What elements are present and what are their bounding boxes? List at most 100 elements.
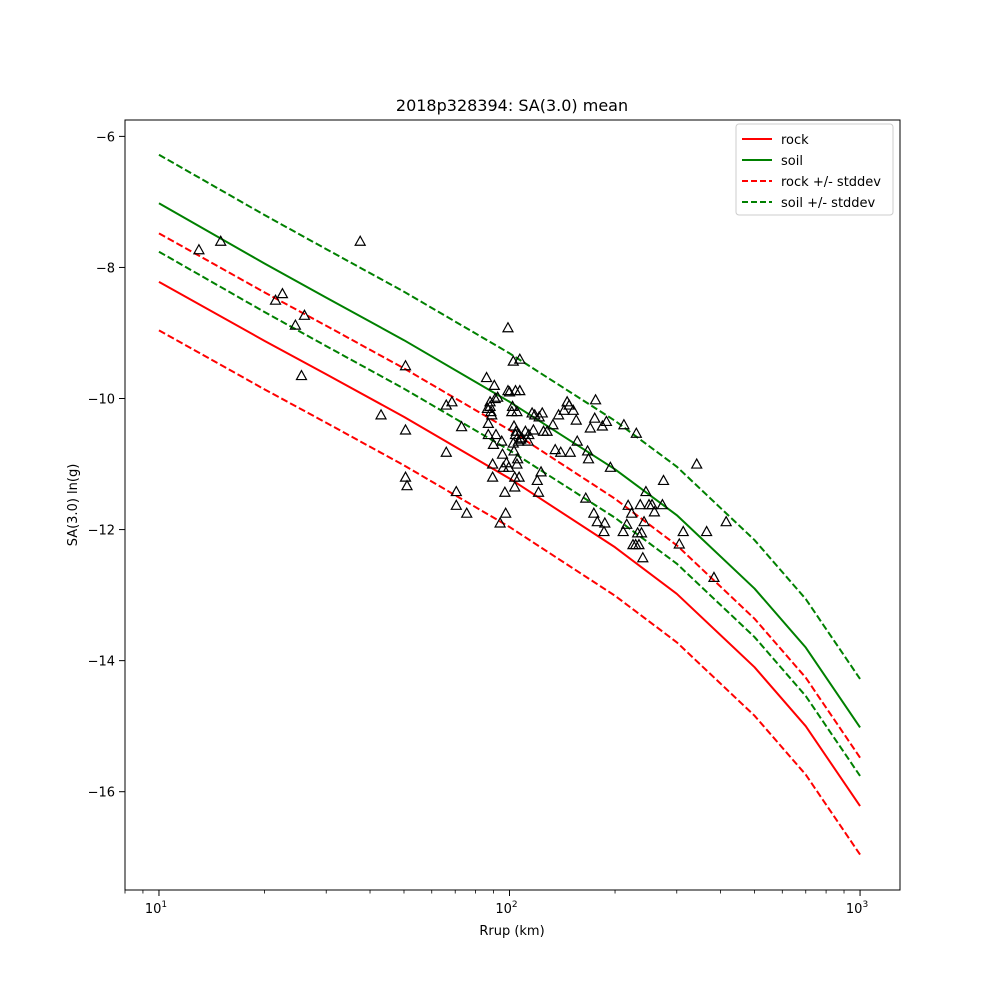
observation-marker bbox=[546, 418, 559, 430]
legend-box bbox=[735, 123, 894, 216]
observation-marker bbox=[617, 525, 630, 537]
observation-marker bbox=[491, 390, 504, 402]
observation-marker bbox=[450, 499, 463, 510]
observation-marker bbox=[480, 371, 493, 383]
observation-marker bbox=[690, 457, 703, 469]
y-tick-label: −8 bbox=[96, 261, 115, 276]
observation-marker bbox=[600, 415, 613, 427]
observation-marker bbox=[488, 379, 501, 390]
observation-marker bbox=[512, 434, 525, 446]
legend-label-soil-stddev: soil +/- stddev bbox=[781, 196, 876, 211]
observation-marker bbox=[289, 318, 302, 330]
y-axis-label: SA(3.0) ln(g) bbox=[66, 464, 81, 547]
observation-marker bbox=[276, 287, 289, 299]
x-tick-label-base: 10 bbox=[846, 902, 863, 917]
observation-marker bbox=[502, 461, 515, 472]
observation-marker bbox=[455, 420, 468, 432]
observation-marker bbox=[554, 446, 567, 457]
observation-marker bbox=[677, 525, 690, 537]
observation-marker bbox=[513, 384, 526, 396]
observation-marker bbox=[482, 417, 495, 429]
observation-marker bbox=[489, 392, 502, 404]
observation-marker bbox=[399, 470, 412, 482]
observation-marker bbox=[535, 465, 548, 477]
observation-marker bbox=[591, 515, 604, 527]
series-line-0 bbox=[158, 280, 861, 807]
observation-marker bbox=[563, 398, 576, 410]
observation-marker bbox=[579, 491, 592, 503]
observation-points bbox=[192, 234, 733, 583]
observation-marker bbox=[489, 428, 503, 440]
observation-marker bbox=[630, 427, 643, 438]
observation-marker bbox=[582, 452, 595, 464]
observation-marker bbox=[522, 434, 535, 446]
observation-marker bbox=[460, 506, 473, 518]
observation-marker bbox=[494, 516, 507, 528]
observation-marker bbox=[298, 309, 311, 320]
observation-marker bbox=[486, 457, 499, 469]
x-tick-label: 101 bbox=[145, 900, 167, 917]
observation-marker bbox=[440, 398, 453, 410]
observation-marker bbox=[506, 400, 519, 411]
observation-marker bbox=[634, 498, 647, 510]
axes: 101 102 103 −16−14−12−10−8−6 bbox=[88, 130, 869, 917]
observation-marker bbox=[440, 446, 453, 457]
series-line-4 bbox=[158, 153, 861, 680]
observation-marker bbox=[496, 447, 509, 459]
observation-marker bbox=[513, 470, 526, 482]
y-tick-label: −16 bbox=[88, 786, 115, 801]
observation-marker bbox=[571, 434, 584, 446]
observation-marker bbox=[510, 405, 523, 417]
observation-marker bbox=[622, 499, 635, 510]
observation-marker bbox=[501, 321, 514, 333]
observation-marker bbox=[486, 470, 499, 482]
observation-marker bbox=[620, 518, 633, 529]
observation-marker bbox=[484, 405, 497, 417]
plot-frame bbox=[124, 119, 901, 891]
observation-marker bbox=[531, 474, 544, 486]
observation-marker bbox=[636, 551, 649, 563]
x-tick-label-base: 10 bbox=[145, 902, 162, 917]
observation-marker bbox=[501, 384, 514, 396]
observation-marker bbox=[510, 457, 523, 469]
y-tick-label: −6 bbox=[96, 130, 115, 145]
observation-marker bbox=[536, 406, 549, 418]
observation-marker bbox=[589, 393, 602, 405]
y-axis-ticks: −16 −14 −12 −10 −8 −6 bbox=[88, 130, 125, 801]
observation-marker bbox=[508, 480, 521, 492]
legend: rock soil rock +/- stddev soil +/- stdde… bbox=[735, 123, 894, 216]
observation-marker bbox=[656, 498, 669, 510]
observation-marker bbox=[639, 485, 652, 497]
observation-marker bbox=[485, 408, 498, 420]
observation-marker bbox=[513, 352, 526, 364]
observation-marker bbox=[720, 515, 733, 527]
observation-marker bbox=[532, 485, 545, 497]
observation-marker bbox=[527, 423, 540, 435]
observation-marker bbox=[557, 404, 570, 415]
observation-marker bbox=[354, 234, 367, 246]
observation-marker bbox=[495, 434, 508, 446]
observation-marker bbox=[673, 537, 686, 549]
x-axis-ticks: 101 102 103 bbox=[124, 890, 868, 917]
observation-marker bbox=[549, 443, 562, 455]
series-line-3 bbox=[158, 329, 861, 856]
legend-label-rock-stddev: rock +/- stddev bbox=[781, 175, 881, 190]
observation-marker bbox=[632, 538, 645, 550]
y-tick-label: −14 bbox=[88, 655, 115, 670]
series-lines bbox=[158, 153, 861, 856]
observation-marker bbox=[400, 479, 414, 491]
observation-marker bbox=[564, 446, 577, 457]
observation-marker bbox=[707, 571, 720, 583]
observation-marker bbox=[635, 526, 648, 538]
observation-marker bbox=[584, 421, 597, 433]
observation-marker bbox=[214, 234, 227, 246]
x-tick-label: 102 bbox=[495, 900, 517, 917]
y-tick-label: −12 bbox=[88, 524, 115, 539]
observation-marker bbox=[700, 525, 713, 537]
observation-marker bbox=[295, 369, 308, 381]
observation-marker bbox=[617, 418, 630, 430]
observation-marker bbox=[567, 404, 580, 415]
observation-marker bbox=[587, 506, 600, 518]
observation-marker bbox=[507, 444, 521, 456]
series-line-1 bbox=[158, 202, 861, 729]
